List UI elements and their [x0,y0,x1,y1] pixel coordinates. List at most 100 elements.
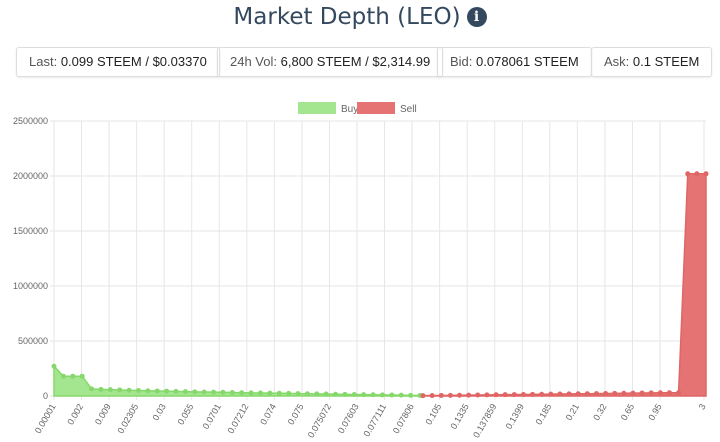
sell-point [584,391,590,397]
bid-label: Bid: [450,54,473,69]
buy-point [60,373,66,379]
x-tick-label: 0.07806 [391,402,416,435]
x-tick-label: 0.95 [646,402,663,422]
x-tick-label: 3 [697,402,708,411]
sell-point [575,391,581,397]
sell-point [447,392,453,398]
sell-point [539,391,545,397]
x-tick-label: 0.055 [176,402,196,427]
ask-label: Ask: [604,54,630,69]
buy-point [295,391,301,397]
buy-point [248,390,254,396]
ask-value: 0.1 STEEM [632,54,700,69]
x-tick-label: 0.00001 [33,402,58,435]
buy-point [89,386,95,392]
last-price-badge: Last: 0.099 STEEM / $0.03370 [16,47,220,77]
buy-point [361,392,367,398]
buy-point [154,388,160,394]
last-label: Last: [29,54,58,69]
sell-point [648,390,654,396]
buy-point [98,386,104,392]
sell-point [612,390,618,396]
buy-point [333,391,339,397]
sell-point [630,390,636,396]
sell-point [657,390,663,396]
legend-buy-label: Buy [341,104,358,115]
y-tick-label: 1500000 [13,226,48,236]
x-tick-label: 0.074 [258,402,278,427]
sell-point [484,392,490,398]
sell-point [703,171,709,177]
x-tick-label: 0.1335 [448,402,470,431]
buy-point [182,389,188,395]
x-tick-label: 0.07212 [226,402,251,435]
buy-point [164,388,170,394]
x-tick-label: 0.002 [65,402,85,427]
legend-sell-label: Sell [400,104,417,115]
sell-point [511,392,517,398]
bid-value: 0.078061 STEEM [476,54,579,69]
depth-chart: Buy Sell 0 500000 1000000 1500000 2000000 25000… [13,102,709,440]
sell-point [502,392,508,398]
buy-point [51,363,57,369]
buy-point [276,390,282,396]
sell-point [666,390,672,396]
buy-point [314,391,320,397]
sell-point [520,391,526,397]
sell-point [566,391,572,397]
sell-point [466,392,472,398]
legend-buy-swatch [298,102,336,114]
x-tick-label: 0.32 [591,402,608,422]
x-tick-label: 0.0701 [201,402,223,431]
sell-area [422,173,707,397]
buy-point [351,391,357,397]
buy-point [192,389,198,395]
buy-point [257,390,263,396]
x-tick-label: 0.03 [150,402,167,422]
buy-point [117,387,123,393]
sell-point [493,392,499,398]
sell-point [475,392,481,398]
vol-label: 24h Vol: [230,54,277,69]
sell-point [593,391,599,397]
sell-point [438,392,444,398]
buy-point [229,389,235,395]
buy-point [211,389,217,395]
buy-point [323,391,329,397]
y-tick-label: 2500000 [13,116,48,126]
sell-point [457,392,463,398]
sell-point [694,171,700,177]
y-tick-label: 500000 [18,336,48,346]
x-tick-label: 0.105 [423,402,443,427]
buy-point [342,391,348,397]
volume-badge: 24h Vol: 6,800 STEEM / $2,314.99 [217,47,444,77]
buy-point [304,391,310,397]
sell-point [621,390,627,396]
info-icon[interactable]: i [466,7,487,27]
buy-point [239,390,245,396]
buy-point [267,390,273,396]
sell-point [685,171,691,177]
sell-point [557,391,563,397]
buy-point [379,392,385,398]
sell-point [548,391,554,397]
buy-point [220,389,226,395]
sell-point [420,393,426,399]
x-tick-label: 0.07603 [336,402,361,435]
legend-sell-swatch [357,102,395,114]
x-tick-label: 0.075 [286,402,306,427]
sell-point [429,393,435,399]
buy-point [107,387,113,393]
x-tick-label: 0.02305 [115,402,140,435]
vol-value: 6,800 STEEM / $2,314.99 [280,54,431,69]
sell-point [639,390,645,396]
x-tick-label: 0.185 [534,402,554,427]
sell-point [530,391,536,397]
x-tick-label: 0.65 [619,402,636,422]
bid-badge: Bid: 0.078061 STEEM [437,47,592,77]
buy-point [370,392,376,398]
buy-point [145,388,151,394]
ask-badge: Ask: 0.1 STEEM [591,47,713,77]
buy-point [70,373,76,379]
y-tick-label: 1000000 [13,281,48,291]
